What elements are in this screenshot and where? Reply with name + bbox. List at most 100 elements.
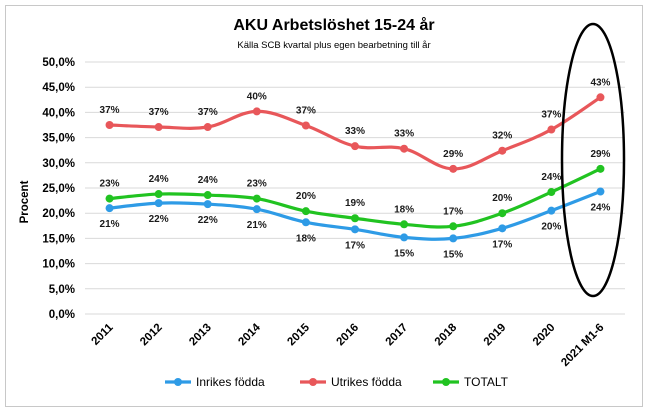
data-point	[498, 224, 507, 233]
data-label: 37%	[149, 107, 169, 118]
data-point	[400, 233, 409, 242]
data-label: 43%	[590, 77, 610, 88]
data-point	[498, 146, 507, 155]
x-tick-label: 2018	[433, 321, 460, 348]
y-axis-label: Procent	[19, 180, 31, 223]
data-point	[252, 205, 261, 214]
data-label: 20%	[541, 222, 561, 233]
x-tick-label: 2012	[138, 322, 165, 349]
y-tick-label: 0,0%	[49, 309, 75, 321]
data-label: 33%	[394, 129, 414, 140]
y-tick-label: 50,0%	[42, 57, 75, 69]
data-point	[105, 121, 114, 129]
x-tick-label: 2013	[187, 322, 214, 349]
data-label: 24%	[198, 175, 218, 186]
legend-marker	[309, 378, 317, 386]
data-point	[498, 209, 507, 218]
data-label: 21%	[100, 219, 120, 230]
data-label: 29%	[443, 149, 463, 160]
legend-label: Inrikes födda	[196, 375, 265, 389]
data-point	[203, 200, 212, 209]
x-tick-label: 2016	[335, 322, 362, 349]
y-tick-label: 30,0%	[42, 158, 75, 170]
legend-marker	[442, 378, 450, 386]
data-point	[400, 144, 409, 153]
data-label: 23%	[247, 179, 267, 190]
data-point	[154, 190, 163, 199]
data-label: 32%	[492, 131, 512, 142]
data-point	[105, 204, 114, 213]
x-tick-label: 2014	[236, 321, 263, 348]
data-point	[203, 123, 212, 132]
data-point	[400, 220, 409, 229]
data-label: 22%	[198, 215, 218, 226]
data-point	[154, 199, 163, 208]
data-label: 24%	[149, 174, 169, 185]
data-label: 22%	[149, 214, 169, 225]
data-label: 24%	[541, 172, 561, 183]
data-point	[449, 234, 458, 243]
legend-label: Utrikes födda	[331, 375, 402, 389]
data-point	[351, 142, 359, 151]
x-tick-label: 2017	[384, 322, 411, 349]
y-tick-label: 35,0%	[42, 133, 75, 145]
data-point	[301, 121, 310, 130]
data-point	[351, 214, 359, 223]
y-tick-label: 25,0%	[42, 183, 75, 195]
data-point	[596, 187, 605, 196]
data-point	[596, 164, 605, 173]
highlight-ellipse	[560, 22, 626, 298]
chart-title: AKU Arbetslöshet 15-24 år	[233, 16, 434, 34]
data-point	[547, 206, 556, 215]
data-label: 17%	[345, 240, 365, 251]
data-label: 19%	[345, 198, 365, 209]
data-label: 17%	[443, 206, 463, 217]
legend-label: TOTALT	[464, 375, 509, 389]
y-tick-label: 20,0%	[42, 208, 75, 220]
legend: Inrikes födda Utrikes födda TOTALT	[165, 375, 509, 389]
series-lines	[105, 93, 605, 243]
data-label: 20%	[296, 191, 316, 202]
data-label: 37%	[541, 110, 561, 121]
x-axis-ticks: 2011 2012 2013 2014 2015 2016 2017 2018 2019 2020…	[90, 321, 607, 369]
legend-marker	[174, 378, 182, 386]
x-tick-label: 2021 M1-6	[559, 322, 606, 369]
data-point	[252, 194, 261, 203]
y-tick-label: 5,0%	[49, 284, 75, 296]
data-point	[547, 188, 556, 197]
data-label: 21%	[247, 220, 267, 231]
data-label: 17%	[492, 239, 512, 250]
y-tick-label: 45,0%	[42, 82, 75, 94]
data-point	[105, 194, 114, 203]
data-label: 24%	[590, 203, 610, 214]
data-label: 18%	[394, 204, 414, 215]
data-point	[154, 123, 163, 132]
x-tick-label: 2011	[90, 321, 117, 348]
data-label: 15%	[394, 248, 414, 259]
x-tick-label: 2019	[482, 322, 509, 349]
data-point	[301, 207, 310, 216]
gridlines	[85, 61, 625, 315]
data-point	[596, 93, 605, 102]
data-point	[351, 225, 359, 234]
y-tick-label: 40,0%	[42, 107, 75, 119]
data-label: 33%	[345, 126, 365, 137]
data-label: 20%	[492, 193, 512, 204]
x-tick-label: 2015	[285, 321, 312, 348]
data-label: 18%	[296, 233, 316, 244]
data-label: 37%	[198, 107, 218, 118]
chart-subtitle: Källa SCB kvartal plus egen bearbetning …	[237, 40, 430, 51]
y-tick-label: 15,0%	[42, 233, 75, 245]
data-labels: 21% 22% 22% 21% 18% 17% 15% 15% 17% 20% 24% 37% 37% 3…	[100, 77, 611, 260]
data-label: 37%	[296, 106, 316, 117]
data-point	[547, 125, 556, 134]
data-point	[301, 218, 310, 227]
data-label: 29%	[590, 149, 610, 160]
y-tick-label: 10,0%	[42, 259, 75, 271]
x-tick-label: 2020	[531, 322, 558, 349]
data-point	[252, 107, 261, 116]
annotation	[560, 22, 626, 298]
data-point	[203, 191, 212, 200]
data-label: 23%	[100, 179, 120, 190]
